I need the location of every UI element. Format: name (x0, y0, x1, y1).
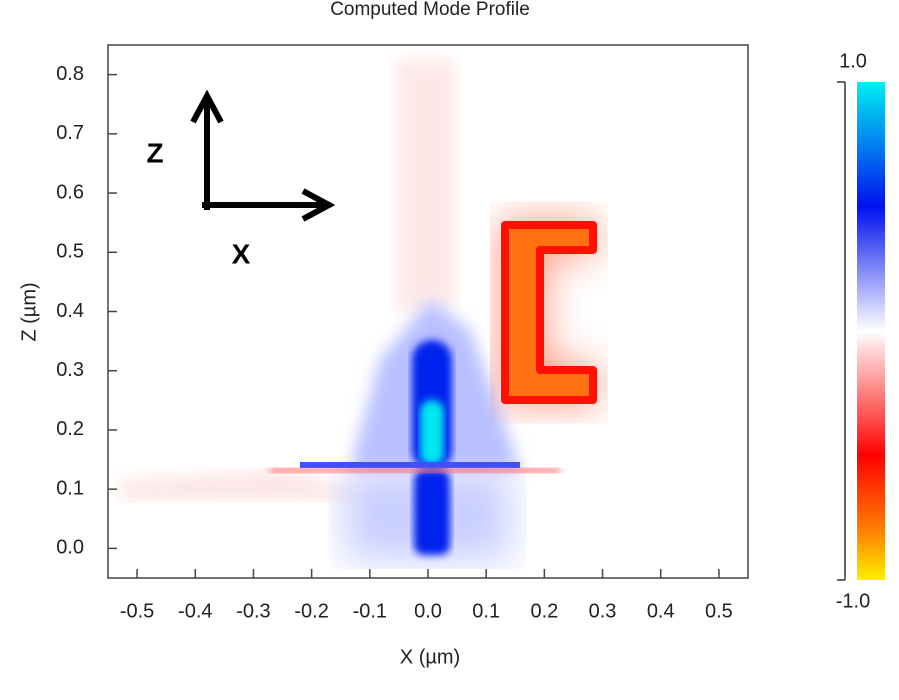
y-tick-label: 0.4 (56, 300, 84, 322)
field (108, 45, 748, 578)
y-tick-label: 0.2 (56, 418, 84, 440)
x-tick-label: -0.4 (178, 600, 212, 622)
y-tick-label: 0.0 (56, 537, 84, 559)
x-tick-label: 0.3 (589, 600, 617, 622)
x-tick-label: -0.1 (353, 600, 387, 622)
y-axis-label: Z (µm) (18, 282, 40, 341)
y-tick-label: 0.1 (56, 477, 84, 499)
annotation: Z (146, 137, 163, 168)
x-tick-label: -0.2 (294, 600, 328, 622)
y-tick-label: 0.6 (56, 181, 84, 203)
x-axis-label: X (µm) (400, 646, 460, 668)
colorbar (857, 82, 885, 580)
annotation: X (232, 238, 251, 269)
x-tick-label: 0.2 (530, 600, 558, 622)
arrow-head (301, 188, 336, 222)
x-tick-label: 0.1 (472, 600, 500, 622)
x-tick-label: -0.5 (120, 600, 154, 622)
colorbar-tick-label: -1.0 (836, 590, 870, 612)
y-tick-label: 0.7 (56, 122, 84, 144)
y-tick-label: 0.3 (56, 359, 84, 381)
y-tick-label: 0.5 (56, 241, 84, 263)
x-tick-label: -0.3 (236, 600, 270, 622)
y-tick-label: 0.8 (56, 63, 84, 85)
arrow-head (190, 89, 224, 124)
chart-title: Computed Mode Profile (330, 0, 530, 20)
x-tick-label: 0.5 (705, 600, 733, 622)
x-tick-label: 0.4 (647, 600, 675, 622)
colorbar-tick-label: 1.0 (839, 50, 867, 72)
x-tick-label: 0.0 (414, 600, 442, 622)
